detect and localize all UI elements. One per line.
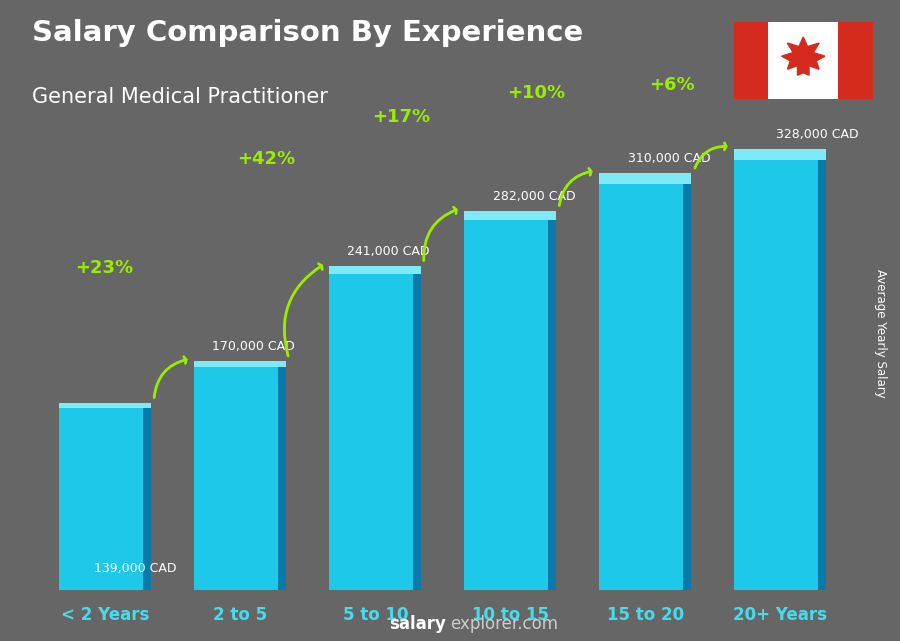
Bar [838,22,873,99]
Bar [59,403,151,408]
Text: +6%: +6% [649,76,695,94]
Text: 328,000 CAD: 328,000 CAD [776,128,859,141]
Text: < 2 Years: < 2 Years [61,606,149,624]
Bar [599,173,683,590]
Text: 282,000 CAD: 282,000 CAD [493,190,575,203]
Bar [734,149,826,160]
Text: General Medical Practitioner: General Medical Practitioner [32,87,328,106]
Text: Average Yearly Salary: Average Yearly Salary [874,269,886,397]
Bar [278,362,286,590]
Bar [548,211,556,590]
Text: 241,000 CAD: 241,000 CAD [347,245,429,258]
Bar [599,173,691,184]
Bar [683,173,691,590]
Text: 20+ Years: 20+ Years [734,606,827,624]
Text: 139,000 CAD: 139,000 CAD [94,562,177,575]
Bar [734,22,769,99]
Text: explorer.com: explorer.com [450,615,558,633]
FancyBboxPatch shape [731,21,876,101]
Bar [143,403,151,590]
Text: 5 to 10: 5 to 10 [343,606,408,624]
Bar [734,149,818,590]
Bar [818,149,826,590]
Text: +23%: +23% [76,259,134,277]
Bar [59,403,143,590]
Bar [329,266,413,590]
Text: 15 to 20: 15 to 20 [607,606,684,624]
Text: 2 to 5: 2 to 5 [213,606,267,624]
Text: +17%: +17% [373,108,431,126]
Text: 10 to 15: 10 to 15 [472,606,549,624]
Text: +42%: +42% [238,150,296,168]
Bar [329,266,421,274]
Text: salary: salary [389,615,446,633]
Bar [194,362,278,590]
Bar [464,211,548,590]
Bar [464,211,556,221]
Text: 310,000 CAD: 310,000 CAD [628,153,710,165]
Text: Salary Comparison By Experience: Salary Comparison By Experience [32,19,583,47]
Bar [194,362,286,367]
Bar [413,266,421,590]
Text: +10%: +10% [508,84,566,102]
Text: 170,000 CAD: 170,000 CAD [212,340,294,353]
Polygon shape [781,37,825,75]
